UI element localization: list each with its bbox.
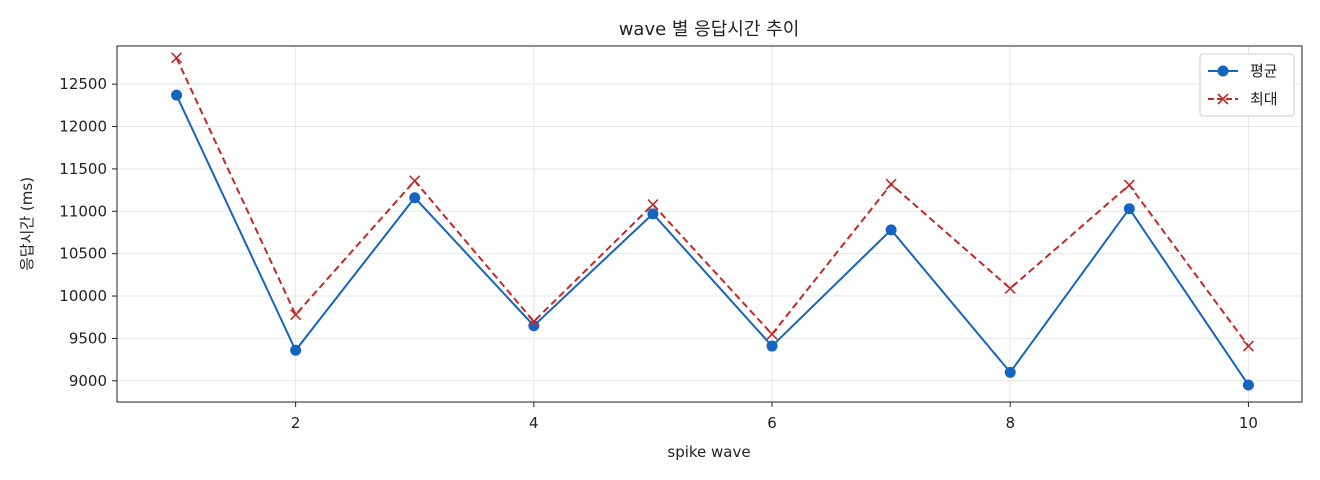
data-point bbox=[170, 52, 183, 64]
data-point bbox=[885, 224, 897, 236]
data-point bbox=[528, 315, 540, 328]
series-layer bbox=[170, 52, 1254, 391]
data-point bbox=[885, 178, 897, 190]
data-point bbox=[647, 198, 659, 211]
x-axis: 2 4 6 8 10 bbox=[291, 402, 1258, 432]
data-point bbox=[409, 175, 421, 187]
y-tick-label: 11500 bbox=[59, 160, 107, 178]
x-tick-label: 10 bbox=[1239, 414, 1258, 432]
y-axis-label: 응답시간 (ms) bbox=[18, 177, 36, 271]
data-point bbox=[1123, 179, 1135, 191]
x-axis-label: spike wave bbox=[667, 443, 750, 461]
y-tick-label: 10000 bbox=[59, 287, 107, 305]
chart-title: wave 별 응답시간 추이 bbox=[619, 19, 800, 40]
data-point bbox=[1217, 93, 1229, 105]
legend-label: 평균 bbox=[1250, 62, 1278, 80]
data-point bbox=[290, 344, 302, 356]
y-tick-label: 10500 bbox=[59, 245, 107, 263]
x-tick-label: 8 bbox=[1005, 414, 1015, 432]
legend-entry: 최대 bbox=[1208, 90, 1278, 108]
grid bbox=[117, 46, 1302, 402]
data-point bbox=[290, 309, 302, 321]
data-point bbox=[1004, 366, 1016, 378]
data-point bbox=[1242, 340, 1254, 352]
series-avg bbox=[171, 89, 1254, 391]
x-tick-label: 4 bbox=[529, 414, 539, 432]
data-point bbox=[1123, 203, 1135, 215]
data-point bbox=[409, 192, 421, 204]
y-tick-label: 12000 bbox=[59, 118, 107, 136]
y-axis: 9000 9500 10000 10500 11000 11500 12000 12500 bbox=[59, 75, 117, 390]
data-point bbox=[766, 340, 778, 352]
data-point bbox=[528, 320, 540, 332]
x-tick-label: 6 bbox=[767, 414, 777, 432]
y-tick-label: 9500 bbox=[69, 329, 107, 347]
legend-box bbox=[1199, 53, 1295, 117]
y-tick-label: 9000 bbox=[69, 372, 107, 390]
legend-entry: 평균 bbox=[1208, 62, 1278, 80]
x-tick-label: 2 bbox=[291, 414, 301, 432]
y-tick-label: 12500 bbox=[59, 75, 107, 93]
series-line bbox=[175, 57, 1250, 347]
series-max bbox=[170, 52, 1254, 352]
data-point bbox=[1217, 65, 1229, 77]
data-point bbox=[1004, 282, 1016, 294]
data-point bbox=[171, 89, 183, 101]
data-point bbox=[647, 208, 659, 220]
data-point bbox=[1242, 379, 1254, 391]
plot-frame bbox=[116, 45, 1303, 403]
legend-label: 최대 bbox=[1250, 90, 1278, 108]
data-point bbox=[766, 328, 778, 340]
series-line bbox=[175, 94, 1250, 386]
y-tick-label: 11000 bbox=[59, 202, 107, 220]
